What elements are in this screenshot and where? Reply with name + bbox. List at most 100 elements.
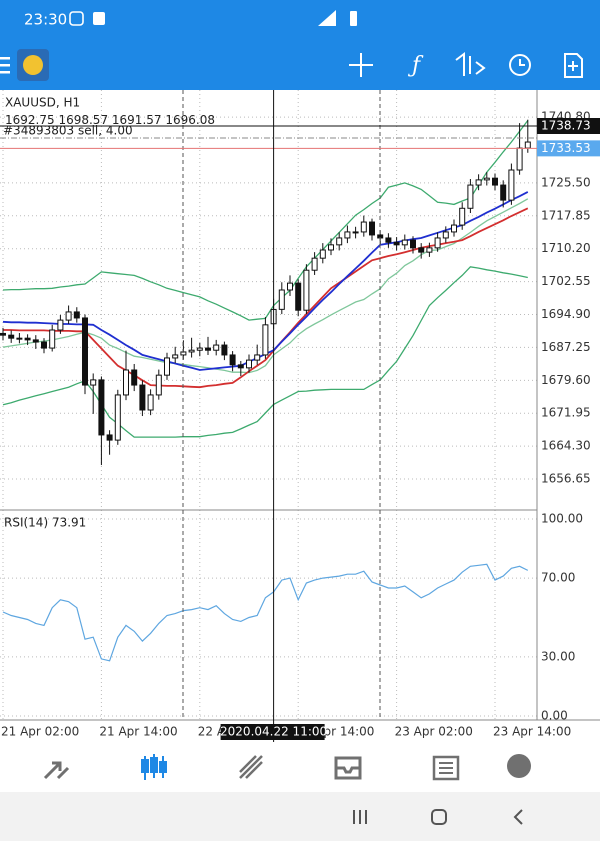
y-tick-label: 1687.25 xyxy=(541,340,591,354)
candle-body xyxy=(410,239,416,249)
timeframe-button[interactable] xyxy=(509,54,531,76)
indicators-button[interactable]: ƒ xyxy=(407,53,424,78)
y-tick-label: 1717.85 xyxy=(541,208,591,222)
order-label: #34893803 sell, 4.00 xyxy=(3,124,133,138)
app-logo xyxy=(23,55,43,75)
candle-body xyxy=(164,357,170,376)
candle-body xyxy=(287,282,293,291)
candle-body xyxy=(123,369,129,396)
indicator-line xyxy=(3,207,529,389)
crosshair-time-box xyxy=(220,724,325,740)
history-tab[interactable] xyxy=(334,756,362,780)
new-order-button[interactable] xyxy=(564,53,583,78)
candle-body xyxy=(49,329,56,349)
timeframe-button xyxy=(519,59,525,66)
candle-body xyxy=(459,207,466,226)
y-tick-label: 1710.20 xyxy=(541,241,591,255)
candle-body xyxy=(524,141,531,149)
system-nav xyxy=(0,792,600,841)
bid-box xyxy=(537,118,600,134)
menu-icon[interactable] xyxy=(0,57,10,60)
candle-body xyxy=(188,349,195,353)
candle-body xyxy=(8,334,15,339)
status-icon xyxy=(69,11,84,26)
symbol-title: XAUUSD, H1 xyxy=(5,96,80,110)
candle-body xyxy=(24,337,31,341)
candle-body xyxy=(319,249,326,259)
news-tab[interactable] xyxy=(432,755,460,781)
chat-tab[interactable] xyxy=(507,754,531,778)
candle-body xyxy=(418,247,425,253)
home-button[interactable] xyxy=(431,809,447,825)
crosshair-button[interactable] xyxy=(349,53,373,77)
candle-body xyxy=(442,231,449,239)
candle-body xyxy=(336,237,343,246)
candle-body xyxy=(106,434,113,441)
candle-body xyxy=(475,179,482,186)
chart-tab[interactable] xyxy=(141,754,167,780)
battery-icon xyxy=(350,11,357,26)
candle-body xyxy=(41,341,47,349)
candle-body xyxy=(360,221,367,233)
candle-body xyxy=(508,169,515,201)
ohlc-close: 1696.08 xyxy=(165,113,215,127)
chart-area xyxy=(0,90,537,720)
tab-icon xyxy=(150,757,158,773)
candle-body xyxy=(303,269,310,311)
ask-box xyxy=(537,140,600,157)
candle-body xyxy=(147,394,154,411)
recents-button[interactable] xyxy=(353,810,367,824)
back-button[interactable] xyxy=(513,809,523,825)
objects-button[interactable] xyxy=(455,52,486,76)
candle-body xyxy=(172,354,179,359)
y-tick-label: 100.00 xyxy=(541,512,583,526)
x-tick-label: 21 Apr 02:00 xyxy=(1,725,79,739)
candle-body xyxy=(492,177,498,186)
trade-tab[interactable] xyxy=(239,755,263,779)
x-tick-label: 21 Apr 14:00 xyxy=(99,725,177,739)
candle-body xyxy=(500,184,507,201)
candle-body xyxy=(131,369,138,386)
y-tick-label: 1702.55 xyxy=(541,274,591,288)
ohlc-high: 1698.57 xyxy=(58,113,108,127)
y-tick-label: 1679.60 xyxy=(541,373,591,387)
candle-body xyxy=(434,237,441,249)
candle-body xyxy=(467,184,474,209)
x-tick-label: 23 Apr 02:00 xyxy=(395,725,473,739)
menu-icon xyxy=(0,71,10,74)
y-tick-label: 0.00 xyxy=(541,709,568,723)
candle-body xyxy=(196,347,203,351)
y-tick-label: 1671.95 xyxy=(541,406,591,420)
candle-body xyxy=(82,317,88,386)
candle-body xyxy=(0,332,6,336)
y-tick-label: 1664.30 xyxy=(541,439,591,453)
candle-body xyxy=(483,177,490,181)
candle-body xyxy=(213,344,220,351)
candle-body xyxy=(229,354,236,366)
candle-body xyxy=(205,347,211,351)
indicator-line xyxy=(2,266,528,438)
candle-body xyxy=(328,244,334,251)
candle-body xyxy=(295,282,302,311)
news-tab-lines xyxy=(439,762,453,774)
tab-icon xyxy=(159,761,167,773)
bottom-nav xyxy=(0,742,600,792)
crosshair-time: 2020.04.22 11:00 xyxy=(220,725,327,739)
candle-body xyxy=(393,241,400,246)
candle-body xyxy=(311,257,318,271)
candle-body xyxy=(237,364,244,369)
quotes-tab[interactable] xyxy=(43,761,70,780)
ohlc-low: 1691.57 xyxy=(112,113,162,127)
candle-body xyxy=(155,374,162,396)
candle-body xyxy=(344,231,351,239)
candle-body xyxy=(73,311,80,319)
candle-body xyxy=(369,221,375,236)
candle-body xyxy=(246,359,252,369)
candle-body xyxy=(451,224,457,233)
y-tick-label: 1656.65 xyxy=(541,472,591,486)
y-tick-label: 70.00 xyxy=(541,571,575,585)
indicator-line xyxy=(2,563,529,662)
ask-price: 1733.53 xyxy=(541,141,591,155)
candle-body xyxy=(65,311,72,321)
candle-body xyxy=(57,319,64,331)
